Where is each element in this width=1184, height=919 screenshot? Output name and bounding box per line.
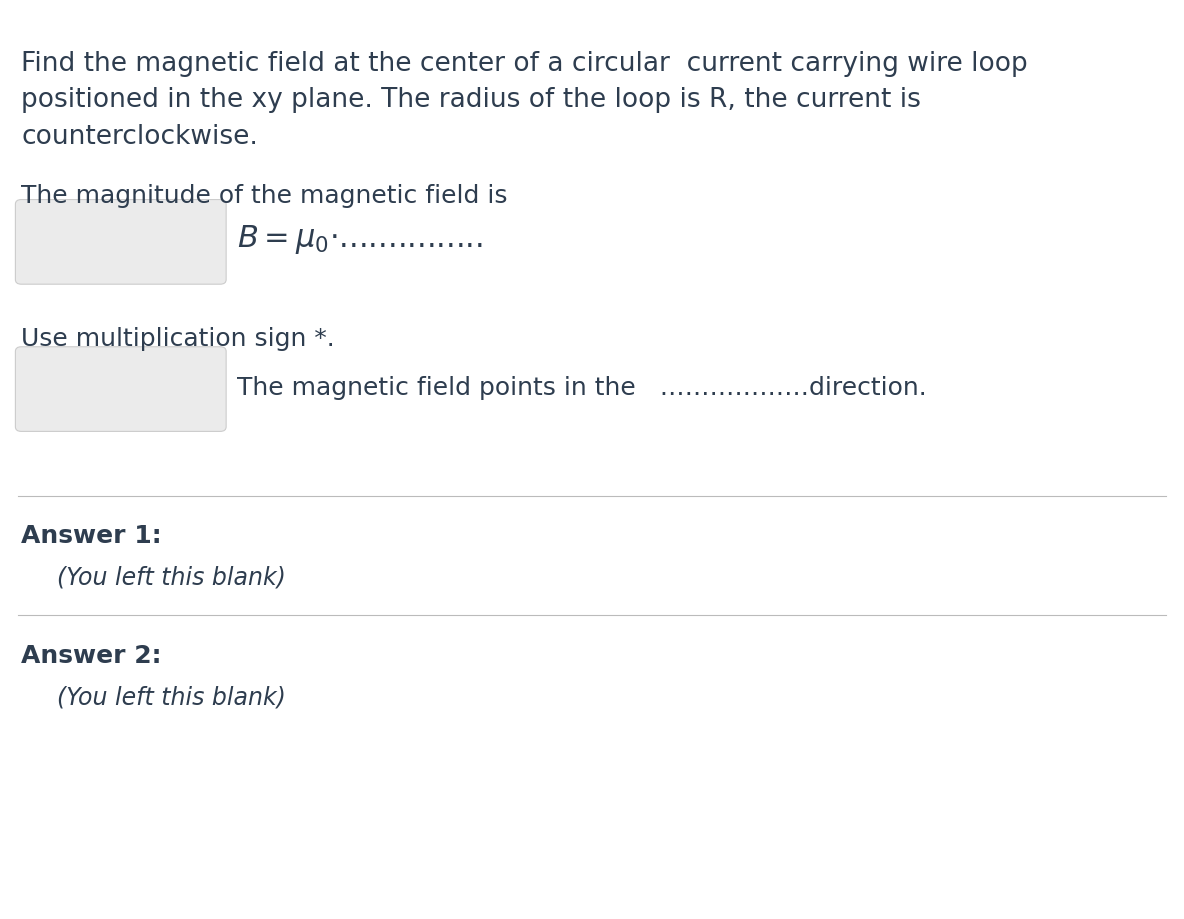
Text: $\mathit{B} = \mu_0{\cdot}$...............: $\mathit{B} = \mu_0{\cdot}$.............… [237, 222, 483, 255]
FancyBboxPatch shape [15, 347, 226, 432]
Text: Use multiplication sign *.: Use multiplication sign *. [21, 326, 335, 350]
Text: (You left this blank): (You left this blank) [57, 565, 285, 589]
Text: counterclockwise.: counterclockwise. [21, 124, 258, 150]
FancyBboxPatch shape [15, 200, 226, 285]
Text: positioned in the xy plane. The radius of the loop is R, the current is: positioned in the xy plane. The radius o… [21, 87, 921, 113]
Text: The magnetic field points in the   ………………direction.: The magnetic field points in the ………………d… [237, 376, 927, 400]
Text: Answer 1:: Answer 1: [21, 524, 162, 548]
Text: Answer 2:: Answer 2: [21, 643, 162, 667]
Text: Find the magnetic field at the center of a circular  current carrying wire loop: Find the magnetic field at the center of… [21, 51, 1028, 76]
Text: The magnitude of the magnetic field is: The magnitude of the magnetic field is [21, 184, 508, 208]
Text: (You left this blank): (You left this blank) [57, 685, 285, 709]
